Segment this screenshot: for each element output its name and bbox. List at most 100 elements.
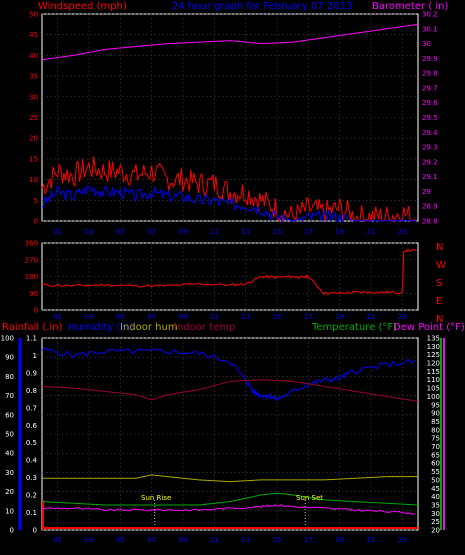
- direction-series: [41, 248, 417, 295]
- rain-y-tick-3: 0.3: [26, 474, 37, 482]
- baro-y-tick-1: 28.9: [422, 203, 438, 211]
- dir-y-tick-1: 90: [29, 290, 38, 298]
- cl-x-tick-0: 01: [53, 536, 62, 544]
- hum-y-tick-6: 60: [5, 411, 14, 419]
- wind-y-tick-10: 50: [29, 11, 38, 19]
- wind-y-tick-2: 10: [29, 176, 38, 184]
- dir-x-tick-10: 21: [367, 313, 376, 321]
- hum-y-tick-1: 10: [5, 507, 14, 515]
- baro-y-tick-13: 30.1: [422, 25, 438, 33]
- temp-y-tick-11: 75: [431, 435, 440, 443]
- wind-x-tick-6: 13: [241, 228, 250, 236]
- wind-y-tick-4: 20: [29, 135, 38, 143]
- dir-x-tick-1: 03: [85, 313, 94, 321]
- rain-y-tick-6: 0.6: [26, 422, 38, 430]
- temp-y-tick-18: 110: [427, 376, 440, 384]
- dir-x-tick-11: 23: [398, 313, 407, 321]
- cl-x-tick-1: 03: [85, 536, 94, 544]
- hum-y-tick-7: 70: [5, 392, 14, 400]
- baro-y-tick-7: 29.5: [422, 114, 438, 122]
- wind-y-tick-0: 0: [34, 218, 38, 226]
- temp-y-tick-22: 130: [427, 343, 440, 351]
- humidity-series: [41, 347, 416, 402]
- rain-y-tick-10: 1: [33, 352, 37, 360]
- temp-y-tick-21: 125: [427, 351, 440, 359]
- wind-x-tick-4: 09: [179, 228, 188, 236]
- dir-y-tick-0: 0: [34, 307, 38, 315]
- dir-x-tick-7: 15: [273, 313, 282, 321]
- temp-y-tick-8: 60: [431, 460, 440, 468]
- wind-y-tick-1: 5: [34, 197, 38, 205]
- cl-x-tick-6: 13: [241, 536, 250, 544]
- wind-x-tick-10: 21: [367, 228, 376, 236]
- rain-y-tick-7: 0.7: [26, 404, 37, 412]
- temp-y-tick-5: 45: [431, 485, 440, 493]
- baro-y-tick-9: 29.7: [422, 84, 438, 92]
- temp-y-tick-15: 95: [431, 401, 440, 409]
- wind-y-tick-5: 25: [29, 114, 38, 122]
- rain-y-tick-9: 0.9: [26, 369, 37, 377]
- temp-y-tick-16: 100: [427, 393, 440, 401]
- wind-y-tick-6: 30: [29, 93, 38, 101]
- temp-y-tick-17: 105: [427, 385, 440, 393]
- hum-y-tick-0: 0: [10, 527, 14, 535]
- temp-y-tick-1: 25: [431, 518, 440, 526]
- baro-y-tick-8: 29.6: [422, 99, 438, 107]
- wind-x-tick-3: 07: [147, 228, 156, 236]
- rain-y-tick-0: 0: [33, 527, 37, 535]
- windspeed-series: [41, 184, 417, 223]
- dir-x-tick-8: 17: [304, 313, 313, 321]
- dir-y-tick-3: 270: [25, 256, 38, 264]
- dir-x-tick-4: 09: [179, 313, 188, 321]
- gust-series: [41, 156, 417, 223]
- baro-y-tick-11: 29.9: [422, 55, 438, 63]
- temp-y-tick-3: 35: [431, 501, 440, 509]
- hum-y-tick-5: 50: [5, 431, 14, 439]
- wind-x-tick-0: 01: [53, 228, 62, 236]
- wind-y-tick-9: 45: [29, 31, 38, 39]
- temp-y-tick-6: 50: [431, 476, 440, 484]
- wind-y-tick-8: 40: [29, 52, 38, 60]
- wind-x-tick-5: 11: [210, 228, 219, 236]
- temp-y-tick-2: 30: [431, 510, 440, 518]
- dir-x-tick-2: 05: [116, 313, 125, 321]
- temperature-series: [41, 492, 419, 506]
- indoor-temp-series: [41, 379, 419, 402]
- dir-y-tick-4: 360: [25, 240, 38, 248]
- baro-y-tick-10: 29.8: [422, 70, 438, 78]
- baro-y-tick-14: 30.2: [422, 11, 438, 19]
- dir-y-tick-2: 180: [25, 273, 38, 281]
- wind-x-tick-9: 19: [335, 228, 344, 236]
- dir-x-tick-6: 13: [241, 313, 250, 321]
- rain-y-tick-2: 0.2: [26, 492, 37, 500]
- baro-y-tick-12: 30: [422, 40, 431, 48]
- temp-y-tick-9: 65: [431, 451, 440, 459]
- cl-x-tick-10: 21: [367, 536, 376, 544]
- wind-x-tick-11: 23: [398, 228, 407, 236]
- cl-x-tick-8: 17: [304, 536, 313, 544]
- dewpoint-series: [41, 503, 415, 515]
- temp-y-tick-0: 20: [431, 527, 440, 535]
- hum-y-tick-3: 30: [5, 469, 14, 477]
- temp-y-tick-7: 55: [431, 468, 440, 476]
- rain-y-tick-4: 0.4: [26, 457, 38, 465]
- baro-y-tick-3: 29.1: [422, 173, 438, 181]
- wind-x-tick-8: 17: [304, 228, 313, 236]
- dir-x-tick-5: 11: [210, 313, 219, 321]
- baro-y-tick-5: 29.3: [422, 144, 438, 152]
- temp-y-tick-23: 135: [427, 335, 440, 343]
- baro-y-tick-6: 29.4: [422, 129, 438, 137]
- rain-y-tick-5: 0.5: [26, 439, 37, 447]
- cl-x-tick-11: 23: [398, 536, 407, 544]
- dir-x-tick-9: 19: [335, 313, 344, 321]
- temp-y-tick-20: 120: [427, 360, 440, 368]
- rain-y-tick-8: 0.8: [26, 387, 37, 395]
- rain-y-tick-1: 0.1: [26, 509, 37, 517]
- temp-y-tick-19: 115: [427, 368, 440, 376]
- cl-x-tick-5: 11: [210, 536, 219, 544]
- wind-y-tick-3: 15: [29, 155, 38, 163]
- indoor-hum-series: [42, 474, 418, 483]
- hum-y-tick-4: 40: [5, 450, 14, 458]
